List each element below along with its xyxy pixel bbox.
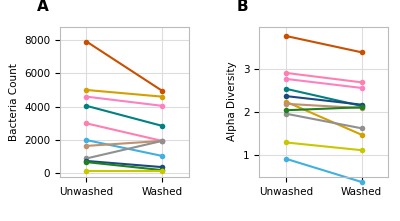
Y-axis label: Bacteria Count: Bacteria Count <box>8 63 18 141</box>
Text: B: B <box>236 0 248 15</box>
Y-axis label: Alpha Diversity: Alpha Diversity <box>228 62 238 141</box>
Text: A: A <box>37 0 48 15</box>
